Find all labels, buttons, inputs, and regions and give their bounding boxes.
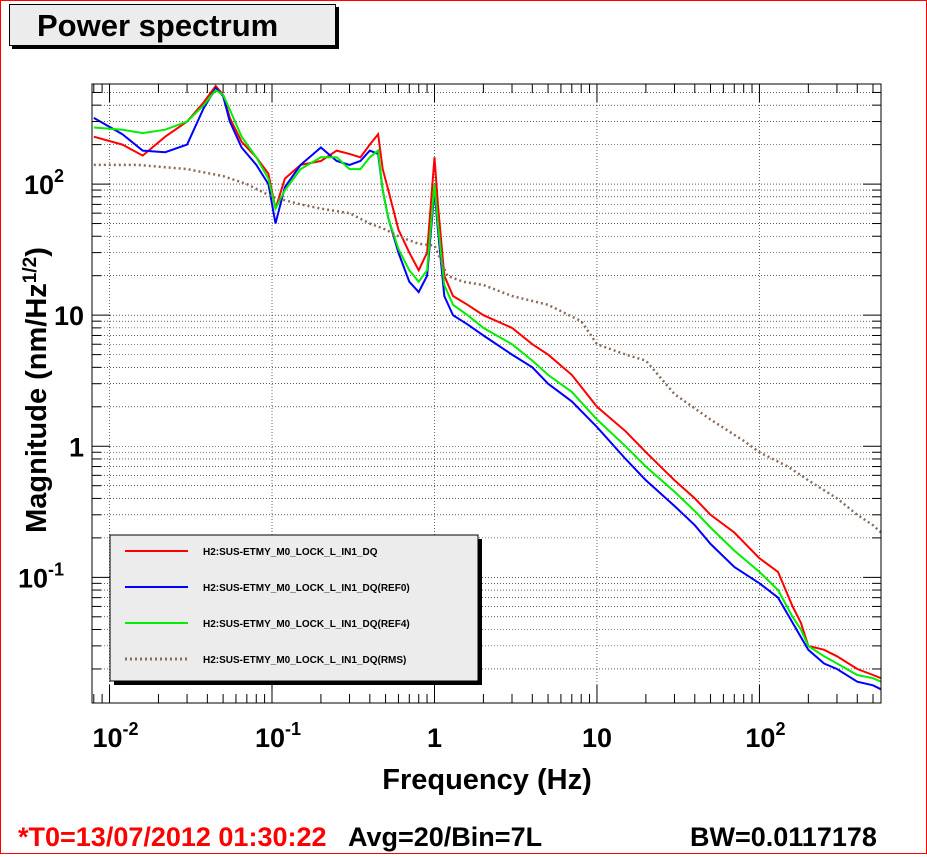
plot-area-border <box>91 83 882 704</box>
x-tick-label: 10-2 <box>93 719 139 753</box>
grid <box>92 84 881 703</box>
footer-bw: BW=0.0117178 <box>690 822 877 852</box>
legend-label: H2:SUS-ETMY_M0_LOCK_L_IN1_DQ(REF4) <box>203 619 410 630</box>
legend-item: H2:SUS-ETMY_M0_LOCK_L_IN1_DQ(REF4) <box>125 619 410 630</box>
series-line-2 <box>93 88 882 683</box>
legend-item: H2:SUS-ETMY_M0_LOCK_L_IN1_DQ(REF0) <box>125 583 410 594</box>
chart-title: Power spectrum <box>9 4 336 46</box>
x-tick-label: 10-1 <box>255 719 301 753</box>
y-axis-label-main: Magnitude (nm/Hz <box>21 283 53 533</box>
x-axis-label: Frequency (Hz) <box>382 764 591 796</box>
y-tick-label: 10 <box>54 301 84 331</box>
legend-label: H2:SUS-ETMY_M0_LOCK_L_IN1_DQ <box>203 547 378 558</box>
x-tick-label: 1 <box>427 723 442 753</box>
legend-label: H2:SUS-ETMY_M0_LOCK_L_IN1_DQ(REF0) <box>203 583 410 594</box>
x-tick-label: 10 <box>582 723 612 753</box>
legend-item: H2:SUS-ETMY_M0_LOCK_L_IN1_DQ <box>125 547 378 558</box>
footer-t0: *T0=13/07/2012 01:30:22 <box>18 822 327 852</box>
y-tick-label: 10-1 <box>18 559 64 593</box>
tick-labels: 10-2 10-1 1 10 102 10-1 1 10 102 <box>18 166 786 753</box>
series-layer <box>93 84 882 691</box>
y-tick-label: 1 <box>69 432 84 462</box>
axis-ticks <box>92 84 881 703</box>
y-tick-label: 102 <box>24 166 64 200</box>
legend-label: H2:SUS-ETMY_M0_LOCK_L_IN1_DQ(RMS) <box>203 655 406 666</box>
y-axis-label-exponent: 1/2 <box>20 257 41 283</box>
series-line-0 <box>93 84 882 680</box>
x-tick-label: 102 <box>745 719 785 753</box>
footer-avg: Avg=20/Bin=7L <box>348 822 543 852</box>
y-axis-label: Magnitude (nm/Hz1/2) <box>20 247 54 533</box>
y-axis-label-close: ) <box>21 247 53 257</box>
series-line-3 <box>93 163 882 534</box>
legend-item: H2:SUS-ETMY_M0_LOCK_L_IN1_DQ(RMS) <box>125 655 406 666</box>
legend: H2:SUS-ETMY_M0_LOCK_L_IN1_DQ H2:SUS-ETMY_… <box>109 534 482 685</box>
